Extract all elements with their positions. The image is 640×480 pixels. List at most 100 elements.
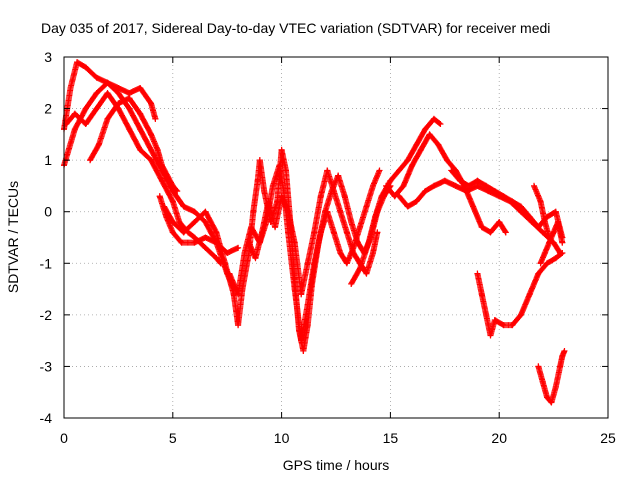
satellite-track-12: [448, 167, 566, 241]
data-point: [304, 301, 311, 308]
data-point: [126, 90, 133, 97]
data-point: [330, 229, 337, 236]
data-point: [509, 322, 516, 329]
data-point: [82, 121, 89, 128]
data-point: [137, 110, 144, 117]
x-tick-label: 10: [274, 430, 290, 446]
data-point: [93, 105, 100, 112]
y-tick-label: -4: [40, 410, 53, 426]
data-point: [261, 188, 268, 195]
data-point: [400, 182, 407, 189]
data-point: [71, 110, 78, 117]
data-point: [500, 193, 507, 200]
data-point: [369, 249, 376, 256]
data-point: [67, 84, 74, 91]
data-point: [148, 131, 155, 138]
data-point: [71, 126, 78, 133]
data-point: [441, 177, 448, 184]
data-point: [363, 270, 370, 277]
data-point: [154, 146, 161, 153]
data-point: [526, 291, 533, 298]
data-point: [413, 141, 420, 148]
data-point: [93, 90, 100, 97]
satellite-track-13: [474, 249, 566, 339]
data-point: [291, 286, 298, 293]
data-point: [546, 234, 553, 241]
data-series: [61, 59, 568, 406]
data-point: [202, 219, 209, 226]
data-point: [330, 188, 337, 195]
data-point: [87, 157, 94, 164]
x-tick-label: 5: [169, 430, 177, 446]
data-point: [235, 291, 242, 298]
data-point: [282, 167, 289, 174]
data-point: [300, 347, 307, 354]
axis-ticks: 0 5 10 15 20 25 -4 -3 -2 -1 0 1 2 3: [40, 49, 616, 446]
data-point: [104, 115, 111, 122]
data-point: [324, 167, 331, 174]
data-point: [285, 208, 292, 215]
data-point: [82, 105, 89, 112]
data-point: [552, 208, 559, 215]
data-point: [463, 188, 470, 195]
data-point: [278, 146, 285, 153]
data-point: [104, 79, 111, 86]
data-point: [557, 363, 564, 370]
data-point: [311, 229, 318, 236]
data-point: [422, 126, 429, 133]
data-point: [169, 229, 176, 236]
data-point: [409, 162, 416, 169]
y-tick-label: 3: [44, 49, 52, 65]
data-point: [541, 219, 548, 226]
data-point: [348, 280, 355, 287]
x-tick-label: 20: [491, 430, 507, 446]
data-point: [93, 74, 100, 81]
data-point: [252, 255, 259, 262]
satellite-track-7: [226, 162, 383, 344]
data-point: [474, 270, 481, 277]
data-point: [180, 229, 187, 236]
data-point: [298, 337, 305, 344]
data-point: [413, 198, 420, 205]
data-point: [443, 157, 450, 164]
data-point: [356, 265, 363, 272]
data-point: [343, 229, 350, 236]
data-point: [417, 146, 424, 153]
data-point: [337, 249, 344, 256]
data-point: [311, 260, 318, 267]
data-point: [517, 311, 524, 318]
data-point: [156, 193, 163, 200]
y-tick-label: 1: [44, 152, 52, 168]
data-point: [324, 208, 331, 215]
data-point: [82, 64, 89, 71]
plot-border: [63, 56, 609, 419]
data-point: [161, 203, 168, 210]
satellite-track-3: [87, 95, 181, 195]
data-point: [544, 394, 551, 401]
y-tick-label: -2: [40, 307, 53, 323]
data-point: [259, 229, 266, 236]
data-point: [554, 219, 561, 226]
data-point: [387, 177, 394, 184]
data-point: [559, 239, 566, 246]
data-point: [317, 193, 324, 200]
data-point: [248, 224, 255, 231]
data-point: [376, 167, 383, 174]
data-point: [180, 203, 187, 210]
data-point: [272, 224, 279, 231]
data-point: [226, 270, 233, 277]
data-point: [404, 157, 411, 164]
data-point: [426, 131, 433, 138]
data-point: [535, 363, 542, 370]
data-point: [241, 249, 248, 256]
data-point: [374, 229, 381, 236]
y-axis-label: SDTVAR / TECUs: [5, 181, 21, 293]
data-point: [474, 177, 481, 184]
data-point: [474, 182, 481, 189]
data-point: [213, 255, 220, 262]
data-point: [126, 105, 133, 112]
data-point: [435, 141, 442, 148]
data-point: [343, 260, 350, 267]
data-point: [317, 229, 324, 236]
